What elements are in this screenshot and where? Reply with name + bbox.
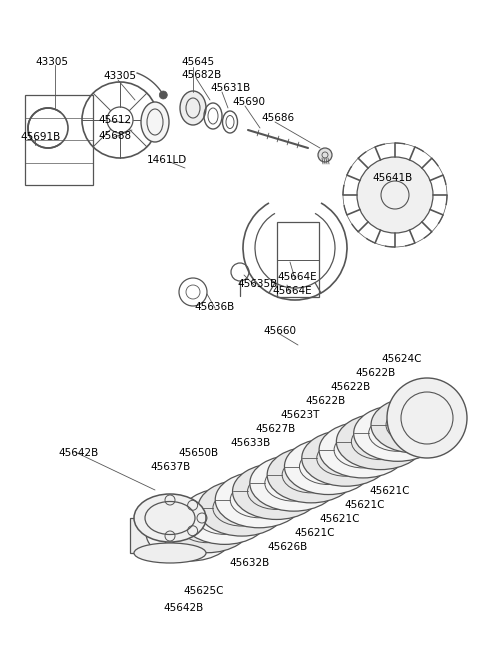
Bar	[25, 95, 93, 185]
Ellipse shape	[369, 415, 427, 451]
Ellipse shape	[134, 543, 206, 563]
Ellipse shape	[386, 407, 444, 443]
Text: 45642B: 45642B	[163, 603, 203, 613]
Text: 45664E: 45664E	[272, 286, 312, 296]
Text: 45637B: 45637B	[150, 462, 190, 472]
Ellipse shape	[334, 432, 392, 468]
Text: 45626B: 45626B	[267, 542, 307, 552]
Text: 45622B: 45622B	[305, 396, 345, 406]
Ellipse shape	[213, 490, 271, 526]
Text: 45690: 45690	[232, 97, 265, 107]
Ellipse shape	[250, 455, 338, 511]
Ellipse shape	[319, 422, 407, 478]
Ellipse shape	[302, 430, 390, 486]
Ellipse shape	[336, 413, 424, 470]
Circle shape	[357, 157, 433, 233]
Ellipse shape	[282, 457, 340, 493]
Text: 45688: 45688	[98, 131, 131, 141]
Ellipse shape	[248, 474, 306, 510]
Text: 45633B: 45633B	[230, 438, 270, 448]
Ellipse shape	[232, 464, 321, 519]
Text: 43305: 43305	[35, 57, 68, 67]
Ellipse shape	[351, 424, 409, 460]
Ellipse shape	[371, 397, 459, 453]
Circle shape	[318, 148, 332, 162]
Text: 45635B: 45635B	[237, 279, 277, 289]
Text: 45664E: 45664E	[277, 272, 317, 282]
Ellipse shape	[230, 482, 288, 517]
Text: 43305: 43305	[103, 71, 136, 81]
Text: 45622B: 45622B	[330, 382, 370, 392]
Ellipse shape	[354, 405, 442, 461]
Ellipse shape	[196, 498, 253, 534]
Circle shape	[159, 91, 168, 99]
Text: 45631B: 45631B	[210, 83, 250, 93]
Text: 45621C: 45621C	[369, 486, 409, 496]
Ellipse shape	[141, 102, 169, 142]
Text: 1461LD: 1461LD	[147, 155, 187, 165]
Text: 45632B: 45632B	[229, 558, 269, 568]
Ellipse shape	[285, 439, 372, 495]
Bar	[277, 222, 319, 297]
Ellipse shape	[215, 472, 303, 528]
Text: 45622B: 45622B	[355, 368, 395, 378]
Text: 45624C: 45624C	[381, 354, 421, 364]
Ellipse shape	[198, 480, 286, 536]
Text: 45642B: 45642B	[58, 448, 98, 458]
Text: 45641B: 45641B	[372, 173, 412, 183]
Text: 45623T: 45623T	[280, 410, 319, 420]
Text: 45621C: 45621C	[319, 514, 360, 524]
Ellipse shape	[146, 505, 234, 561]
Text: 45645: 45645	[181, 57, 214, 67]
Ellipse shape	[178, 507, 236, 543]
Ellipse shape	[317, 440, 375, 476]
Text: 45691B: 45691B	[20, 132, 60, 142]
Text: 45625C: 45625C	[183, 586, 224, 596]
Text: 45682B: 45682B	[181, 70, 221, 80]
Ellipse shape	[265, 465, 323, 501]
Text: 45650B: 45650B	[178, 448, 218, 458]
Text: 45621C: 45621C	[294, 528, 335, 538]
Ellipse shape	[161, 515, 219, 551]
Text: 45686: 45686	[261, 113, 294, 123]
Text: 45621C: 45621C	[344, 500, 384, 510]
Ellipse shape	[267, 447, 355, 503]
Ellipse shape	[163, 496, 252, 553]
Text: 45627B: 45627B	[255, 424, 295, 434]
Bar	[130, 518, 210, 553]
Text: 45612: 45612	[98, 115, 131, 125]
Circle shape	[387, 378, 467, 458]
Ellipse shape	[134, 494, 206, 542]
Text: 45636B: 45636B	[194, 302, 234, 312]
Ellipse shape	[180, 489, 269, 544]
Ellipse shape	[180, 91, 206, 125]
Ellipse shape	[300, 449, 358, 485]
Text: 45660: 45660	[263, 326, 296, 336]
